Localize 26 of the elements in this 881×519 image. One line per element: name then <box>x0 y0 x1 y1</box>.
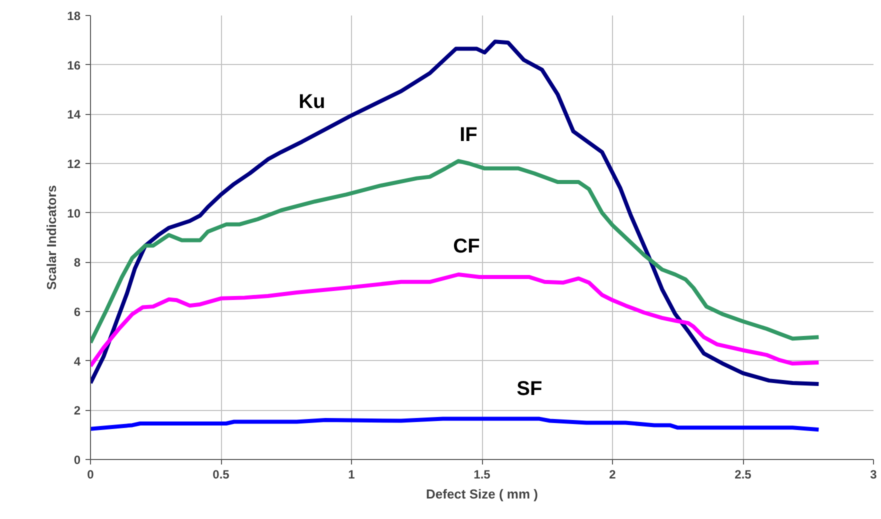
y-tick-label: 18 <box>67 9 81 23</box>
series-label: SF <box>516 378 542 400</box>
y-tick-label: 8 <box>74 256 81 270</box>
x-tick-label: 1.5 <box>474 468 491 482</box>
x-tick-label: 2.5 <box>734 468 752 482</box>
series-label: Ku <box>298 90 326 113</box>
x-tick-label: 0 <box>87 468 94 482</box>
x-tick-label: 0.5 <box>212 468 230 482</box>
y-tick-label: 16 <box>67 58 81 72</box>
y-tick-label: 2 <box>74 404 81 418</box>
x-axis-title: Defect Size ( mm ) <box>426 486 538 502</box>
line-series <box>90 272 821 368</box>
line-series <box>90 416 821 432</box>
y-tick-label: 12 <box>67 157 81 171</box>
x-tick-label: 3 <box>870 468 878 482</box>
y-tick-label: 14 <box>67 108 81 122</box>
series-label: CF <box>453 236 480 258</box>
y-axis-title: Scalar Indicators <box>44 185 60 290</box>
y-tick-label: 0 <box>74 453 81 467</box>
series-label: IF <box>460 124 478 146</box>
y-tick-label: 10 <box>67 206 81 220</box>
x-tick-label: 1 <box>348 468 356 482</box>
x-tick-label: 2 <box>609 468 616 482</box>
y-tick-label: 4 <box>74 354 81 368</box>
line-series <box>90 159 821 345</box>
y-tick-label: 6 <box>74 305 81 319</box>
